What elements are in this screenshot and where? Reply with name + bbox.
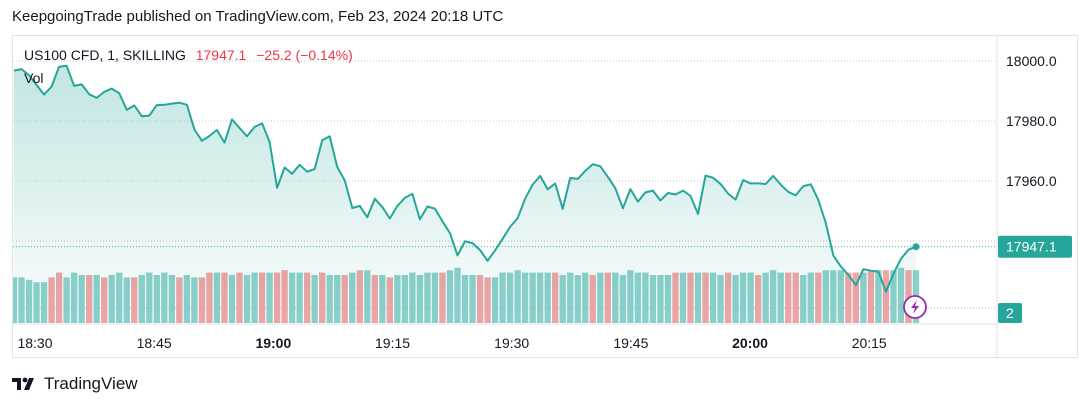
last-price-label: 17947.1 [1006,239,1057,255]
axis-labels: 18000.017980.017960.017940.017947.1218:3… [17,53,1072,351]
time-tick-label: 19:00 [255,335,291,351]
time-tick-label: 19:15 [375,335,410,351]
price-line-group [13,64,927,319]
price-chart[interactable]: 18000.017980.017960.017940.017947.1218:3… [13,36,1079,359]
price-line [13,64,917,293]
last-value-text: 17947.1 [195,47,247,63]
price-tick-label: 17960.0 [1006,173,1057,189]
lightning-bolt-icon [911,300,919,314]
symbol-legend[interactable]: US100 CFD, 1, SKILLING 17947.1 −25.2 (−0… [24,47,353,63]
tradingview-logo-icon [12,377,34,390]
brand-text: TradingView [44,374,138,393]
time-tick-label: 19:45 [613,335,648,351]
volume-badge-label: 2 [1006,305,1014,321]
time-tick-label: 18:45 [137,335,172,351]
change-text: −25.2 (−0.14%) [256,47,353,63]
time-tick-label: 20:15 [852,335,887,351]
price-area [14,65,916,324]
volume-badge [998,303,1022,323]
volume-label: Vol [24,70,44,86]
chart-container[interactable]: 18000.017980.017960.017940.017947.1218:3… [12,35,1079,359]
last-price-dot [912,243,920,251]
published-header: KeepgoingTrade published on TradingView.… [12,8,504,25]
price-tick-label: 17980.0 [1006,113,1057,129]
time-tick-label: 18:30 [17,335,52,351]
price-tick-label: 18000.0 [1006,53,1057,69]
last-price-badge [998,235,1072,258]
price-area-fill [14,65,916,324]
time-tick-label: 19:30 [494,335,529,351]
footer-brand[interactable]: TradingView [12,374,138,394]
symbol-text: US100 CFD, 1, SKILLING [24,47,186,63]
time-tick-label: 20:00 [732,335,768,351]
